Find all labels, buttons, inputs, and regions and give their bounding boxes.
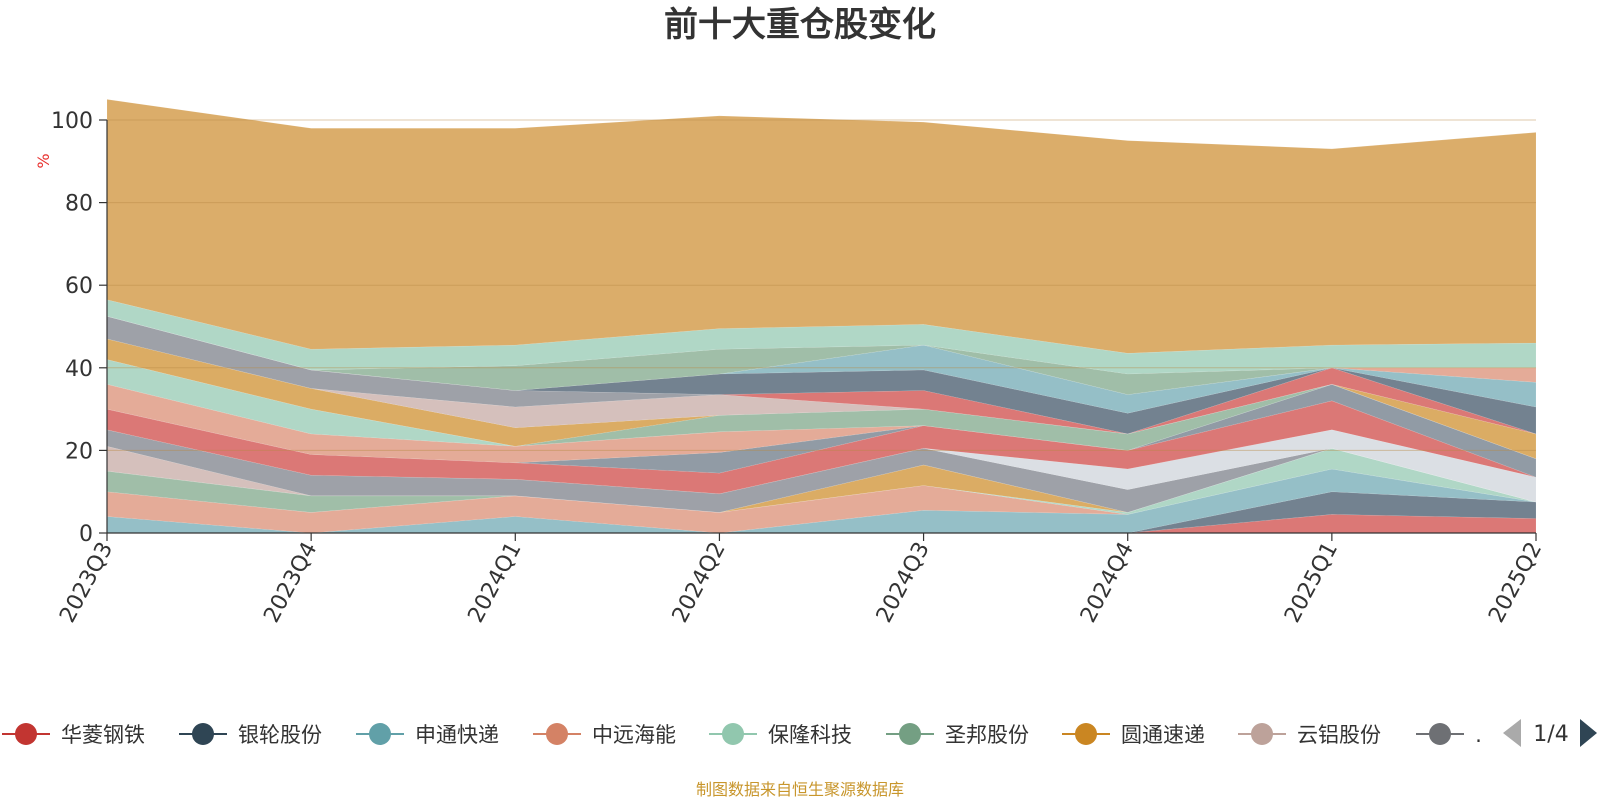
y-tick-label: 100	[51, 109, 93, 134]
pager-indicator: 1/4	[1533, 722, 1568, 747]
chart-title: 前十大重仓股变化	[664, 5, 936, 45]
legend[interactable]: 华菱钢铁 银轮股份 申通快递 中远海能 保隆科技 圣邦股份 圆通速递 云铝股份 …	[2, 723, 1496, 747]
legend-items: 华菱钢铁 银轮股份 申通快递 中远海能 保隆科技 圣邦股份 圆通速递 云铝股份 …	[2, 723, 1496, 747]
y-tick-label: 20	[65, 439, 93, 464]
area-series-6	[106, 447, 1537, 513]
legend-pager: 1/4	[1503, 719, 1597, 747]
y-axis-unit-label: %	[34, 153, 53, 168]
x-tick-label: 2025Q2	[1484, 538, 1547, 627]
x-tick-label: 2025Q1	[1280, 538, 1343, 627]
legend-label: 圣邦股份	[945, 723, 1029, 747]
legend-label: 圆通速递	[1121, 723, 1205, 747]
legend-item[interactable]: 圣邦股份	[886, 723, 1029, 747]
x-tick-label: 2024Q2	[668, 538, 731, 627]
legend-marker	[1251, 723, 1273, 745]
gridlines	[107, 119, 1536, 451]
legend-marker	[546, 723, 568, 745]
y-tick-label: 80	[65, 192, 93, 217]
legend-item[interactable]: …	[1416, 723, 1496, 747]
legend-label: …	[1475, 723, 1496, 747]
y-tick-label: 60	[65, 274, 93, 299]
area-series-11	[106, 400, 1537, 495]
legend-marker	[192, 723, 214, 745]
legend-item[interactable]: 华菱钢铁	[2, 723, 145, 747]
area-layer	[106, 99, 1537, 534]
legend-marker	[15, 723, 37, 745]
legend-item[interactable]: 中远海能	[533, 723, 676, 747]
area-series-4	[106, 468, 1537, 534]
legend-item[interactable]: 云铝股份	[1238, 723, 1381, 747]
x-tick-label: 2023Q3	[55, 538, 118, 627]
legend-marker	[899, 723, 921, 745]
legend-label: 云铝股份	[1297, 723, 1381, 747]
x-tick-label: 2024Q1	[464, 538, 527, 627]
x-tick-label: 2024Q4	[1076, 538, 1139, 627]
area-series-10	[106, 429, 1537, 503]
x-tick-label: 2023Q4	[259, 538, 322, 627]
y-tick-label: 40	[65, 357, 93, 382]
legend-item[interactable]: 申通快递	[356, 723, 499, 747]
area-series-9	[106, 429, 1537, 513]
x-tick-label: 2024Q3	[872, 538, 935, 627]
y-tick-label: 0	[79, 522, 93, 547]
legend-marker	[369, 723, 391, 745]
legend-marker	[1429, 723, 1451, 745]
legend-label: 中远海能	[592, 723, 676, 747]
legend-label: 申通快递	[415, 723, 499, 747]
pager-prev-icon[interactable]	[1503, 719, 1521, 747]
source-note: 制图数据来自恒生聚源数据库	[696, 780, 904, 799]
legend-marker	[722, 723, 744, 745]
legend-label: 华菱钢铁	[61, 723, 145, 747]
legend-item[interactable]: 圆通速递	[1062, 723, 1205, 747]
legend-label: 保隆科技	[768, 723, 852, 747]
legend-label: 银轮股份	[238, 723, 322, 747]
legend-marker	[1075, 723, 1097, 745]
legend-item[interactable]: 银轮股份	[179, 723, 322, 747]
pager-next-icon[interactable]	[1580, 719, 1597, 747]
area-series-25	[106, 99, 1537, 354]
legend-item[interactable]: 保隆科技	[709, 723, 852, 747]
